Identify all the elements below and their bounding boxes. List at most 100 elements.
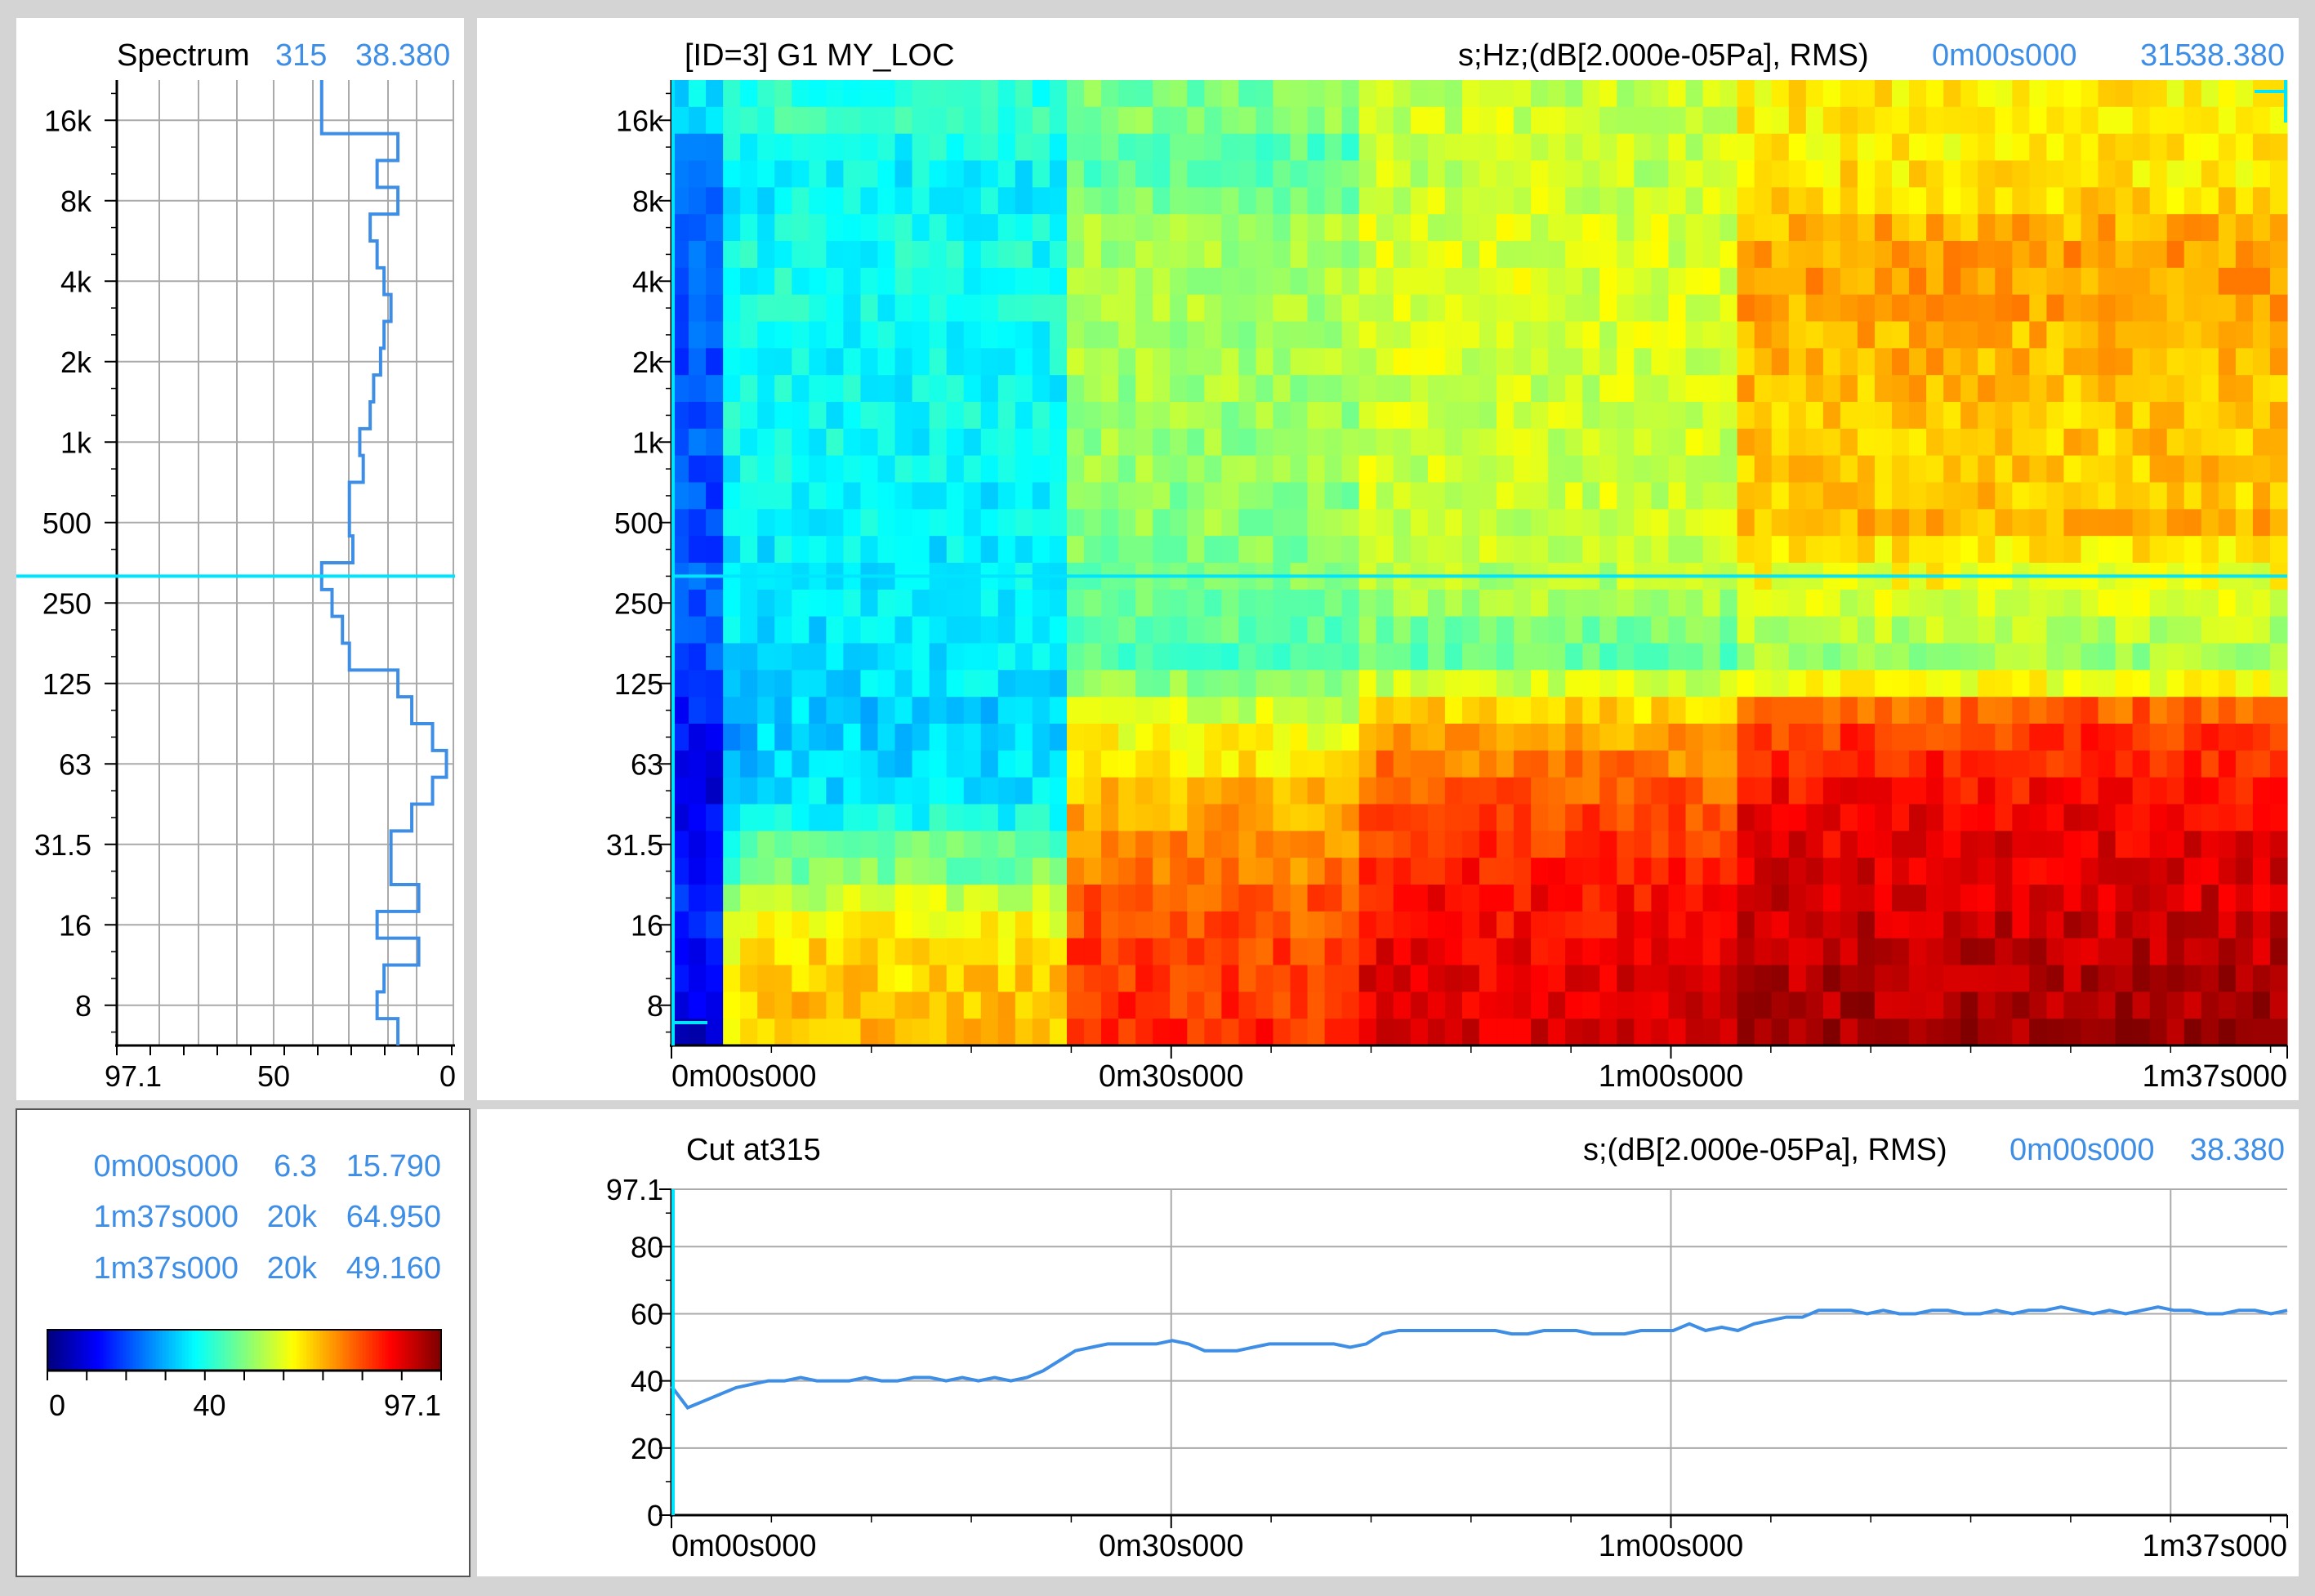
- spectrogram-cell: [1393, 428, 1412, 457]
- spectrogram-cell: [929, 643, 948, 671]
- spectrogram-cell: [1943, 133, 1961, 162]
- spectrogram-cell: [2149, 911, 2168, 939]
- spectrogram-cell: [1290, 858, 1309, 885]
- spectrogram-cell: [2046, 214, 2065, 242]
- spectrogram-cell: [1926, 402, 1944, 430]
- spectrogram-cell: [1874, 911, 1893, 939]
- colorbar-segment: [427, 1330, 432, 1371]
- spectrogram-cell: [826, 831, 845, 858]
- spectrogram-cell: [2115, 643, 2134, 671]
- spectrogram-cell: [1358, 1019, 1377, 1046]
- spectrogram-y-tick-label: 31.5: [606, 828, 663, 862]
- spectrogram-cell: [1238, 992, 1257, 1019]
- spectrogram-cell: [1170, 267, 1188, 296]
- spectrogram-cell: [1822, 509, 1841, 537]
- spectrogram-cell: [860, 885, 879, 912]
- spectrogram-cell: [2081, 858, 2099, 885]
- spectrogram-cell: [1771, 670, 1790, 698]
- spectrogram-cell: [2235, 267, 2254, 296]
- spectrogram-cell: [1892, 455, 1910, 484]
- spectrogram-cell: [912, 80, 930, 108]
- spectrogram-cell: [1049, 214, 1068, 242]
- spectrogram-cell: [2183, 509, 2202, 537]
- spectrogram-cell: [1531, 1019, 1549, 1046]
- spectrogram-cell: [2098, 267, 2117, 296]
- spectrogram-cell: [1892, 348, 1910, 376]
- spectrogram-cell: [860, 267, 879, 296]
- spectrogram-cell: [1032, 831, 1050, 858]
- spectrogram-cell: [792, 804, 810, 831]
- spectrogram-cell: [1032, 911, 1050, 939]
- spectrogram-cell: [1066, 777, 1085, 805]
- spectrogram-cell: [2098, 777, 2117, 805]
- spectrogram-cell: [1840, 321, 1858, 349]
- spectrogram-cell: [860, 1019, 879, 1046]
- colorbar-segment: [237, 1330, 242, 1371]
- spectrogram-cell: [1978, 133, 1996, 162]
- spectrogram-cell: [1874, 858, 1893, 885]
- spectrogram-cell: [1170, 777, 1188, 805]
- spectrogram-cell: [1049, 670, 1068, 698]
- spectrogram-cell: [1238, 885, 1257, 912]
- spectrogram-cell: [1668, 160, 1687, 188]
- spectrum-y-tick-label: 16k: [44, 104, 92, 137]
- spectrogram-cell: [1153, 589, 1171, 617]
- spectrogram-cell: [2098, 831, 2117, 858]
- spectrogram-cell: [2166, 885, 2185, 912]
- spectrogram-cell: [1101, 509, 1119, 537]
- spectrogram-cell: [2166, 160, 2185, 188]
- spectrogram-cell: [860, 670, 879, 698]
- spectrogram-cell: [929, 509, 948, 537]
- spectrogram-cell: [1393, 804, 1412, 831]
- spectrogram-cell: [2149, 375, 2168, 403]
- spectrogram-cell: [1668, 858, 1687, 885]
- spectrogram-cell: [2046, 643, 2065, 671]
- spectrogram-cell: [1651, 348, 1670, 376]
- spectrogram-cell: [671, 428, 689, 457]
- spectrogram-cell: [1341, 697, 1360, 724]
- spectrogram-cell: [1358, 214, 1377, 242]
- spectrogram-cell: [2218, 589, 2237, 617]
- spectrogram-cell: [774, 1019, 792, 1046]
- spectrogram-cell: [1032, 428, 1050, 457]
- spectrogram-cell: [1651, 724, 1670, 751]
- spectrogram-cell: [2269, 804, 2288, 831]
- spectrogram-cell: [740, 589, 758, 617]
- spectrogram-cell: [843, 804, 862, 831]
- spectrogram-cell: [1238, 160, 1257, 188]
- spectrogram-cell: [1582, 294, 1600, 323]
- spectrogram-cell: [963, 80, 982, 108]
- spectrogram-cell: [2252, 804, 2271, 831]
- spectrogram-cell: [1565, 643, 1583, 671]
- spectrogram-cell: [1427, 214, 1446, 242]
- spectrogram-cell: [792, 187, 810, 215]
- spectrogram-cell: [1805, 938, 1824, 966]
- spectrogram-cell: [2029, 938, 2047, 966]
- spectrogram-cell: [826, 160, 845, 188]
- spectrogram-cell: [1479, 911, 1497, 939]
- spectrogram-cell: [2132, 428, 2151, 457]
- spectrogram-cell: [1788, 777, 1807, 805]
- cut-y-tick-label: 60: [631, 1297, 663, 1331]
- spectrogram-cell: [2081, 643, 2099, 671]
- spectrogram-cell: [2218, 482, 2237, 510]
- spectrogram-cell: [2201, 80, 2219, 108]
- spectrogram-cell: [1651, 214, 1670, 242]
- spectrogram-cell: [1548, 80, 1566, 108]
- readout-time: 1m37s000: [94, 1200, 239, 1234]
- spectrogram-cell: [1204, 724, 1222, 751]
- spectrogram-cell: [1118, 965, 1136, 992]
- spectrogram-cell: [1479, 187, 1497, 215]
- spectrogram-cell: [1909, 965, 1927, 992]
- spectrum-y-tick-label: 16: [59, 908, 91, 942]
- spectrogram-cell: [2098, 750, 2117, 778]
- spectrogram-cell: [1857, 750, 1876, 778]
- spectrogram-cell: [912, 724, 930, 751]
- colorbar-segment: [339, 1330, 344, 1371]
- spectrogram-cell: [2115, 858, 2134, 885]
- spectrogram-cell: [1376, 106, 1394, 135]
- spectrogram-cell: [929, 482, 948, 510]
- spectrogram-cell: [1822, 750, 1841, 778]
- spectrogram-cell: [2166, 133, 2185, 162]
- spectrogram-cell: [1238, 402, 1257, 430]
